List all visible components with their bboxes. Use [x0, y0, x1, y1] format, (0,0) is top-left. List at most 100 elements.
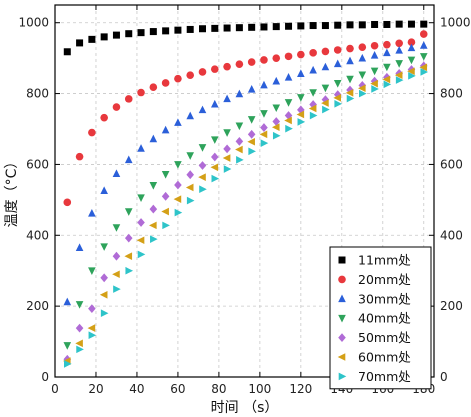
- data-point: [100, 273, 108, 283]
- data-point: [284, 99, 293, 107]
- data-point: [260, 110, 268, 118]
- series-2: [63, 30, 428, 207]
- data-point: [309, 49, 317, 57]
- data-point: [346, 44, 354, 53]
- data-point: [370, 51, 379, 59]
- legend-marker: [338, 294, 346, 303]
- data-point: [198, 161, 207, 170]
- data-point: [223, 24, 231, 32]
- data-point: [333, 94, 342, 102]
- data-point: [272, 117, 281, 126]
- data-point: [161, 79, 170, 87]
- data-point: [260, 56, 268, 64]
- data-point: [75, 323, 84, 333]
- data-point: [136, 236, 145, 245]
- data-point: [186, 25, 194, 33]
- data-point: [248, 147, 256, 156]
- data-point: [198, 105, 207, 114]
- data-point: [186, 170, 195, 180]
- data-point: [357, 84, 366, 93]
- data-point: [174, 161, 182, 169]
- data-point: [137, 144, 145, 152]
- data-point: [346, 94, 355, 103]
- x-tick-label: 0: [51, 382, 59, 396]
- data-point: [137, 194, 145, 203]
- data-point: [284, 116, 292, 125]
- data-point: [88, 331, 97, 339]
- data-point: [149, 221, 157, 230]
- data-point: [162, 27, 170, 35]
- data-point: [124, 95, 133, 103]
- data-point: [420, 68, 429, 76]
- data-point: [272, 131, 281, 140]
- data-point: [137, 88, 145, 97]
- data-point: [247, 137, 255, 146]
- data-point: [100, 243, 108, 251]
- data-point: [210, 99, 219, 108]
- data-point: [76, 345, 84, 354]
- y-tick-label-right: 1000: [440, 16, 471, 30]
- data-point: [272, 23, 280, 31]
- data-point: [358, 81, 367, 90]
- data-point: [309, 22, 317, 30]
- series-1: [63, 20, 428, 56]
- data-point: [248, 23, 256, 31]
- x-tick-label: 120: [289, 382, 312, 396]
- data-point: [112, 103, 121, 111]
- legend-marker: [338, 372, 347, 381]
- data-point: [407, 67, 415, 76]
- data-point: [112, 169, 121, 177]
- data-point: [112, 224, 121, 232]
- data-point: [345, 89, 354, 97]
- data-point: [211, 24, 219, 32]
- data-point: [358, 53, 367, 62]
- data-point: [346, 85, 354, 95]
- data-point: [321, 22, 329, 30]
- data-point: [408, 72, 416, 80]
- x-tick-label: 80: [211, 382, 226, 396]
- data-point: [383, 63, 391, 72]
- data-point: [211, 174, 220, 183]
- data-point: [260, 23, 268, 31]
- y-tick-label-right: 200: [440, 299, 463, 313]
- data-point: [63, 297, 72, 306]
- data-point: [63, 48, 71, 56]
- legend-item: 40mm处: [338, 311, 411, 326]
- data-point: [137, 29, 145, 37]
- data-point: [334, 100, 343, 108]
- x-tick-label: 20: [88, 382, 103, 396]
- data-point: [322, 105, 330, 114]
- legend-label: 40mm处: [358, 311, 411, 326]
- data-point: [308, 104, 317, 113]
- data-point: [333, 59, 342, 68]
- data-point: [383, 20, 391, 28]
- data-point: [186, 71, 195, 79]
- data-point: [161, 171, 170, 179]
- data-point: [223, 144, 231, 154]
- data-point: [88, 304, 96, 314]
- data-point: [370, 67, 379, 76]
- data-point: [383, 80, 392, 89]
- data-point: [149, 182, 158, 190]
- y-tick-label-right: 0: [440, 370, 448, 384]
- data-point: [223, 165, 232, 173]
- legend-label: 70mm处: [358, 369, 411, 384]
- y-axis-title: 温度（°C）: [4, 155, 20, 228]
- y-tick-label-right: 800: [440, 87, 463, 101]
- data-point: [383, 48, 391, 57]
- data-point: [272, 76, 281, 85]
- y-tick-label: 0: [41, 370, 49, 384]
- data-point: [137, 250, 146, 259]
- data-point: [260, 139, 269, 147]
- data-point: [297, 22, 305, 30]
- data-point: [272, 104, 281, 113]
- data-point: [186, 196, 195, 205]
- data-point: [407, 56, 416, 65]
- data-point: [260, 123, 268, 132]
- x-tick-label: 100: [248, 382, 271, 396]
- data-point: [395, 20, 403, 28]
- data-point: [420, 20, 428, 28]
- data-point: [419, 30, 428, 38]
- series-5: [63, 61, 428, 364]
